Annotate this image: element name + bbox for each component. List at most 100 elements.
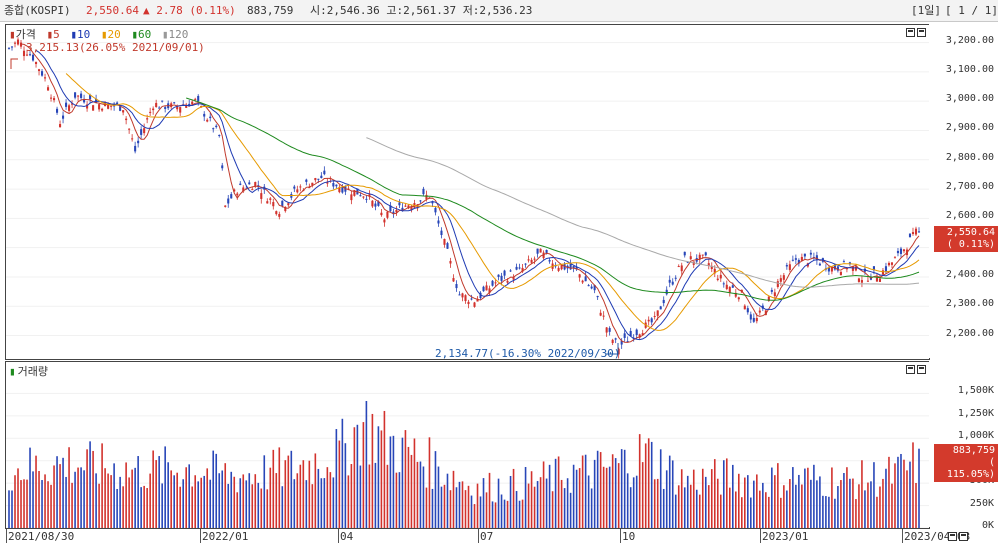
- volume-bar: [572, 464, 575, 528]
- x-axis-separator: [478, 529, 479, 543]
- candle-body: [887, 262, 891, 266]
- volume-bar: [518, 500, 521, 528]
- volume-bar: [629, 487, 632, 528]
- axis-maximize-button[interactable]: [959, 532, 968, 541]
- volume-bar: [341, 418, 344, 528]
- minimize-panel-button[interactable]: [906, 28, 915, 37]
- candle-body: [43, 77, 47, 79]
- volume-bar: [897, 456, 899, 528]
- volume-bar: [488, 472, 491, 528]
- volume-bar: [359, 465, 362, 528]
- candle-body: [293, 186, 296, 189]
- volume-bar: [680, 469, 683, 528]
- volume-bar: [831, 467, 833, 528]
- volume-bar: [813, 464, 815, 528]
- volume-chart[interactable]: [6, 362, 929, 529]
- x-axis-label: 04: [340, 530, 354, 543]
- legend-ma20[interactable]: ▮20: [100, 28, 121, 41]
- candle-body: [467, 301, 470, 305]
- volume-bar: [623, 449, 626, 528]
- volume-bar: [870, 481, 872, 528]
- volume-bar: [506, 500, 509, 528]
- volume-bar: [224, 463, 227, 528]
- price-tick-label: 3,000.00: [945, 93, 994, 105]
- volume-bar: [801, 484, 803, 528]
- volume-bar: [191, 486, 194, 528]
- volume-bar: [722, 460, 725, 528]
- candle-body: [56, 108, 59, 113]
- legend-ma60[interactable]: ▮60: [131, 28, 152, 41]
- volume-bar: [876, 496, 878, 528]
- candle-body: [395, 209, 398, 213]
- maximize-panel-button[interactable]: [917, 28, 926, 37]
- volume-legend[interactable]: ▮ 거래량: [9, 365, 48, 378]
- candle-body: [584, 276, 587, 282]
- candle-body: [437, 220, 440, 224]
- candle-body: [221, 165, 224, 169]
- candle-body: [389, 205, 392, 212]
- candle-body: [377, 201, 380, 206]
- candle-body: [49, 97, 53, 99]
- candle-body: [185, 104, 188, 108]
- volume-bar: [266, 489, 269, 528]
- volume-bar: [152, 450, 154, 528]
- candle-body: [917, 231, 921, 233]
- candle-body: [452, 278, 455, 282]
- volume-bar: [278, 447, 281, 528]
- candle-body: [335, 184, 338, 187]
- axis-minimize-button[interactable]: [948, 532, 957, 541]
- volume-bar: [683, 487, 686, 528]
- volume-bar: [8, 490, 10, 528]
- candle-body: [107, 103, 110, 109]
- volume-bar: [783, 485, 785, 528]
- volume-bar: [536, 481, 539, 528]
- candle-body: [785, 265, 788, 267]
- volume-bar: [614, 458, 617, 528]
- candle-body: [254, 182, 257, 187]
- volume-bar: [14, 475, 16, 528]
- price-panel[interactable]: ▮가격 ▮5 ▮10 ▮20 ▮60 ▮120 3,215.13(26.05% …: [5, 24, 930, 360]
- maximize-volume-button[interactable]: [917, 365, 926, 374]
- price-chart[interactable]: [6, 25, 929, 359]
- volume-bar: [792, 467, 794, 528]
- volume-bar: [389, 436, 392, 528]
- candle-body: [332, 183, 335, 187]
- legend-ma120[interactable]: ▮120: [161, 28, 189, 41]
- candle-body: [341, 186, 344, 193]
- volume-bar: [374, 462, 377, 528]
- candle-body: [40, 71, 44, 76]
- candle-body: [596, 295, 599, 298]
- candle-body: [746, 308, 749, 313]
- ma-line-5: [20, 43, 920, 343]
- candle-body: [902, 249, 906, 252]
- candle-body: [68, 105, 71, 111]
- candle-body: [248, 182, 251, 185]
- volume-bar: [47, 481, 49, 528]
- volume-bar: [566, 478, 569, 528]
- candle-body: [833, 264, 836, 270]
- legend-ma5[interactable]: ▮5: [46, 28, 60, 41]
- volume-panel[interactable]: ▮ 거래량: [5, 361, 930, 529]
- volume-bar: [131, 469, 133, 528]
- legend-ma10[interactable]: ▮10: [70, 28, 91, 41]
- volume-bar: [548, 464, 551, 528]
- volume-bar: [32, 471, 34, 528]
- candle-body: [440, 230, 443, 236]
- volume-bar: [662, 488, 665, 528]
- volume-bar: [197, 481, 200, 528]
- candle-body: [299, 186, 302, 188]
- candle-body: [284, 206, 287, 212]
- legend-price[interactable]: ▮가격: [9, 28, 36, 41]
- minimize-volume-button[interactable]: [906, 365, 915, 374]
- candle-body: [557, 267, 560, 271]
- period-selector[interactable]: [1일]: [911, 4, 941, 17]
- ohlc-values: 시:2,546.36 고:2,561.37 저:2,536.23: [310, 4, 533, 17]
- candle-body: [587, 285, 590, 287]
- candle-body: [791, 259, 794, 261]
- volume-bar: [428, 437, 431, 528]
- volume-bar: [347, 475, 350, 528]
- volume-bar: [509, 475, 512, 528]
- price-tick-label: 2,600.00: [945, 210, 994, 222]
- volume-bar: [882, 478, 884, 528]
- volume-bar: [185, 467, 187, 528]
